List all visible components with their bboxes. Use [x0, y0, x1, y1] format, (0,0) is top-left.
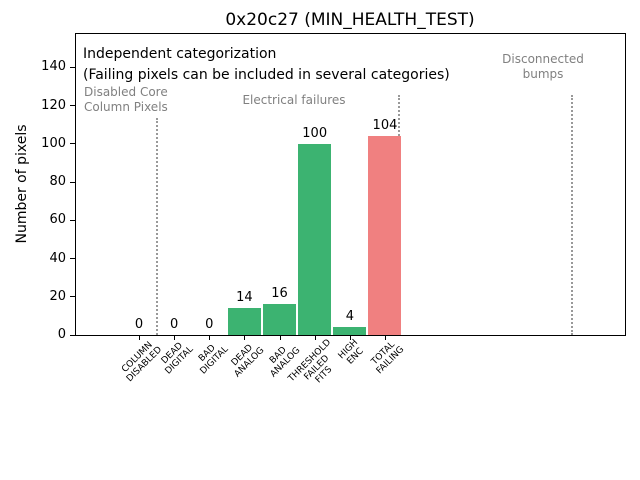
section-label-disconnected-bumps: Disconnected bumps	[502, 52, 584, 81]
section-separator	[155, 118, 158, 335]
y-tick-mark	[70, 296, 75, 298]
x-tick-label-dead-analog: DEAD ANALOG	[230, 342, 267, 379]
x-tick-mark	[384, 336, 386, 340]
y-tick-label: 100	[41, 135, 66, 151]
bar-value-label-bad-digital: 0	[205, 317, 214, 332]
bar-total-failing	[368, 136, 402, 335]
y-tick-mark	[70, 105, 75, 107]
x-tick-label-bad-digital: BAD DIGITAL	[197, 343, 231, 377]
x-tick-mark	[209, 336, 211, 340]
x-tick-mark	[174, 336, 176, 340]
section-label-disabled-core-column-pixels: Disabled Core Column Pixels	[84, 85, 168, 114]
bar-bad-analog	[263, 304, 297, 335]
y-tick-mark	[70, 334, 75, 336]
bar-dead-analog	[227, 308, 261, 335]
y-tick-label: 0	[57, 327, 66, 342]
bar-value-label-threshold-failed-fits: 100	[302, 125, 328, 141]
y-tick-mark	[70, 181, 75, 183]
bar-value-label-column-disabled: 0	[134, 317, 144, 332]
bar-value-label-bad-analog: 16	[271, 286, 288, 302]
y-tick-label: 120	[41, 97, 66, 113]
bar-value-label-high-enc: 4	[345, 309, 354, 325]
section-separator	[570, 95, 573, 335]
x-tick-mark	[279, 336, 281, 340]
y-tick-label: 80	[49, 174, 66, 190]
x-tick-mark	[244, 336, 246, 340]
x-tick-mark	[139, 336, 140, 340]
x-tick-label-total-failing: TOTAL FAILING	[369, 340, 407, 377]
bar-value-label-total-failing: 104	[372, 118, 398, 134]
x-tick-mark	[349, 336, 351, 340]
y-tick-label: 20	[49, 288, 66, 304]
plot-area: Independent categorization (Failing pixe…	[75, 33, 626, 336]
annotation-independent-categorization: Independent categorization	[83, 46, 277, 62]
section-label-electrical-failures: Electrical failures	[242, 93, 346, 107]
bar-high-enc	[333, 327, 367, 335]
bar-threshold-failed-fits	[298, 143, 332, 335]
x-tick-label-dead-digital: DEAD DIGITAL	[159, 341, 196, 377]
y-tick-mark	[70, 258, 75, 260]
y-tick-label: 140	[41, 59, 66, 75]
y-tick-mark	[70, 66, 75, 68]
y-tick-label: 40	[49, 250, 66, 266]
y-tick-mark	[70, 219, 75, 221]
chart-title: 0x20c27 (MIN_HEALTH_TEST)	[225, 10, 475, 30]
y-tick-mark	[70, 143, 75, 145]
bar-value-label-dead-digital: 0	[169, 317, 179, 332]
x-tick-mark	[314, 336, 316, 340]
annotation-failing-note: (Failing pixels can be included in sever…	[83, 67, 450, 83]
bar-value-label-dead-analog: 14	[236, 290, 253, 306]
y-tick-label: 60	[49, 212, 66, 228]
